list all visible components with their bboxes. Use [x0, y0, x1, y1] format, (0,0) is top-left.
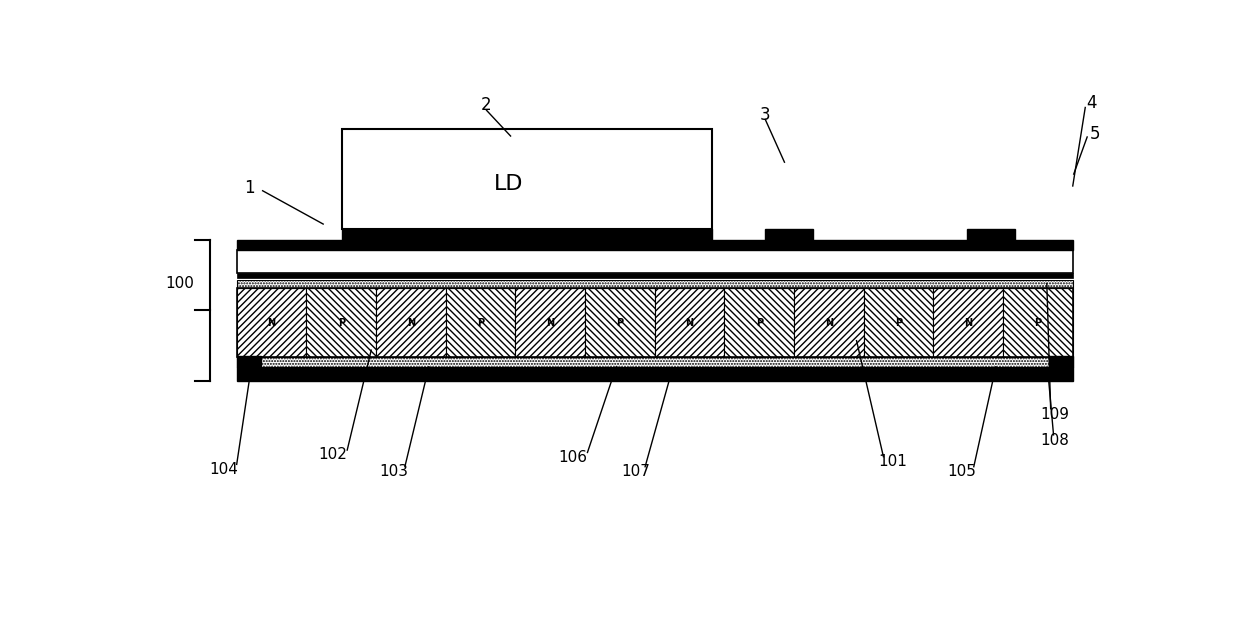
- Text: 109: 109: [1040, 407, 1069, 422]
- Bar: [342, 129, 713, 229]
- Text: 2: 2: [481, 96, 492, 114]
- Text: 108: 108: [1040, 433, 1069, 448]
- Bar: [934, 288, 1003, 357]
- Bar: [306, 288, 376, 357]
- Text: N: N: [686, 318, 693, 328]
- Text: N: N: [407, 318, 415, 328]
- Bar: [237, 357, 1073, 367]
- Bar: [237, 240, 1073, 250]
- Bar: [1003, 288, 1073, 357]
- Bar: [794, 288, 864, 357]
- Text: N: N: [825, 318, 833, 328]
- Text: P: P: [895, 318, 903, 328]
- Bar: [237, 357, 260, 367]
- Text: 101: 101: [879, 454, 908, 470]
- Text: 1: 1: [244, 179, 254, 197]
- Text: 100: 100: [166, 276, 195, 291]
- Text: 5: 5: [1090, 125, 1100, 143]
- Text: 103: 103: [379, 464, 408, 479]
- Text: 4: 4: [1086, 94, 1097, 112]
- Bar: [342, 229, 713, 240]
- Bar: [237, 367, 1073, 381]
- Bar: [237, 288, 306, 357]
- Bar: [864, 288, 934, 357]
- Bar: [585, 288, 655, 357]
- Text: P: P: [616, 318, 624, 328]
- Bar: [376, 288, 445, 357]
- Text: 104: 104: [210, 462, 238, 476]
- Text: 102: 102: [319, 447, 347, 462]
- Bar: [445, 288, 516, 357]
- Text: LD: LD: [494, 174, 523, 194]
- Text: P: P: [477, 318, 484, 328]
- Bar: [237, 273, 1073, 278]
- Bar: [237, 278, 1073, 280]
- Text: 3: 3: [760, 106, 770, 124]
- Bar: [967, 229, 1016, 240]
- Bar: [765, 229, 813, 240]
- Text: 107: 107: [621, 464, 650, 479]
- Text: 105: 105: [947, 464, 977, 479]
- Bar: [724, 288, 794, 357]
- Text: P: P: [1034, 318, 1042, 328]
- Text: N: N: [546, 318, 554, 328]
- Text: P: P: [755, 318, 763, 328]
- Text: N: N: [965, 318, 972, 328]
- Bar: [237, 250, 1073, 273]
- Text: P: P: [337, 318, 345, 328]
- Bar: [516, 288, 585, 357]
- Bar: [655, 288, 724, 357]
- Text: N: N: [268, 318, 275, 328]
- Text: 106: 106: [558, 450, 588, 465]
- Bar: [237, 280, 1073, 288]
- Bar: [1049, 357, 1073, 367]
- Bar: [237, 288, 1073, 357]
